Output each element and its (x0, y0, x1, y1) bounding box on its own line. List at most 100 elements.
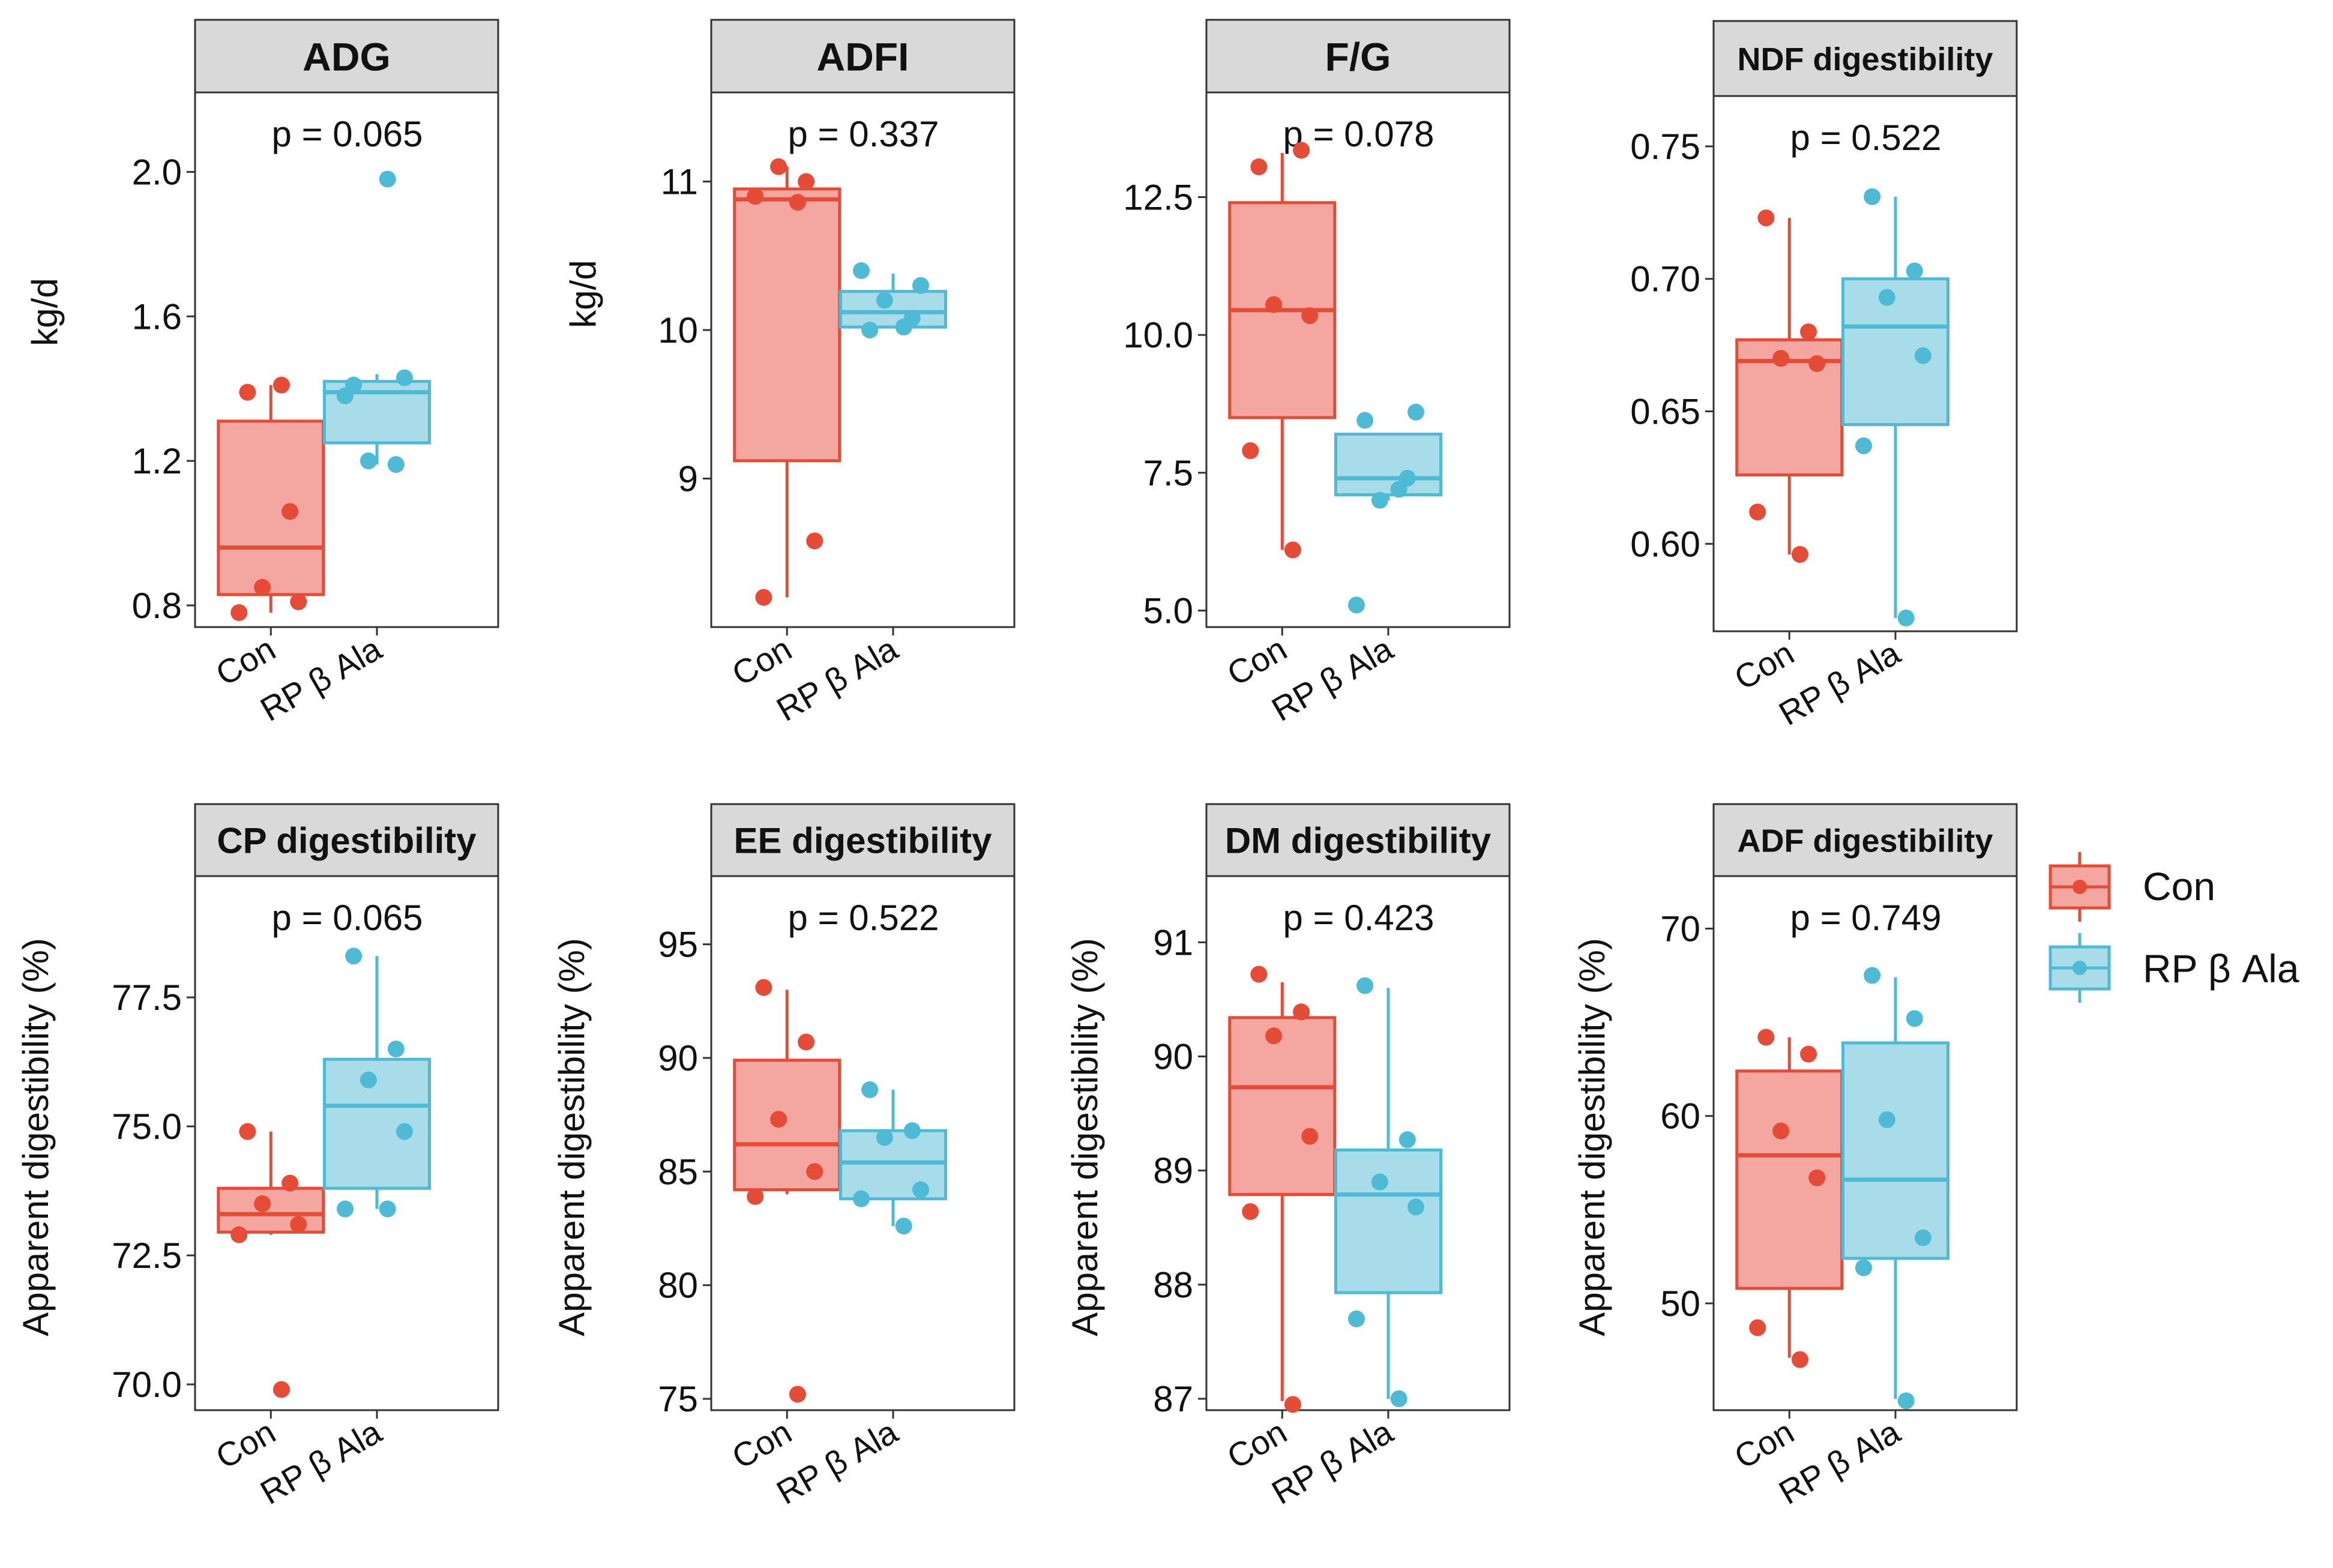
point-dm-digestibility-con-3 (1301, 1128, 1319, 1145)
point-dm-digestibility-con-0 (1250, 966, 1268, 983)
x-tick-label-adf-digestibility-rp-beta-ala: RP β Ala (1772, 1412, 1907, 1512)
y-tick-label-cp-digestibility-2: 75.0 (112, 1107, 182, 1147)
y-tick-label-adg-1: 1.2 (132, 441, 182, 481)
y-tick-label-ndf-digestibility-2: 0.70 (1630, 259, 1700, 299)
x-tick-label-adf-digestibility-con: Con (1728, 1413, 1800, 1476)
point-f-g-rp-beta-ala-2 (1371, 491, 1388, 509)
box-adg-con (217, 419, 325, 596)
point-f-g-rp-beta-ala-3 (1407, 403, 1424, 421)
y-axis-label-cp-digestibility: Apparent digestibility (%) (16, 938, 56, 1336)
x-tick-label-dm-digestibility-rp-beta-ala: RP β Ala (1265, 1412, 1400, 1512)
legend-con-point (2073, 880, 2087, 894)
point-ndf-digestibility-con-5 (1791, 545, 1808, 563)
legend-label-con: Con (2143, 864, 2215, 909)
point-ee-digestibility-con-2 (770, 1111, 787, 1128)
p-value-cp-digestibility: p = 0.065 (272, 898, 423, 938)
point-f-g-con-2 (1265, 296, 1283, 313)
y-tick-label-ee-digestibility-1: 80 (658, 1266, 698, 1306)
point-adf-digestibility-con-5 (1791, 1351, 1808, 1368)
x-tick-label-cp-digestibility-rp-beta-ala: RP β Ala (254, 1412, 388, 1512)
y-tick-label-dm-digestibility-3: 90 (1153, 1036, 1193, 1077)
strip-dm-digestibility (1205, 803, 1511, 877)
x-tick-label-cp-digestibility-con: Con (209, 1413, 281, 1476)
point-adf-digestibility-rp-beta-ala-0 (1864, 967, 1881, 984)
point-ndf-digestibility-con-3 (1808, 355, 1826, 372)
y-axis-label-adf-digestibility: Apparent digestibility (%) (1572, 938, 1612, 1336)
point-adg-rp-beta-ala-2 (360, 452, 377, 470)
strip-ndf-digestibility (1712, 20, 2018, 97)
y-tick-label-adfi-2: 11 (661, 162, 698, 202)
y-tick-label-ee-digestibility-4: 95 (658, 925, 698, 965)
x-tick-label-ee-digestibility-con: Con (726, 1413, 798, 1476)
point-adg-rp-beta-ala-4 (336, 387, 354, 404)
panel-title-ndf-digestibility: NDF digestibility (1737, 41, 1993, 77)
point-adf-digestibility-rp-beta-ala-5 (1897, 1392, 1915, 1410)
box-dm-digestibility-rp-beta-ala (1334, 1148, 1442, 1294)
box-cp-digestibility-con (217, 1186, 325, 1234)
p-value-dm-digestibility: p = 0.423 (1283, 898, 1434, 938)
point-ndf-digestibility-rp-beta-ala-1 (1906, 262, 1923, 280)
p-value-adg: p = 0.065 (272, 114, 423, 154)
panel-title-adg: ADG (303, 34, 391, 79)
panel-title-adf-digestibility: ADF digestibility (1737, 823, 1993, 859)
x-tick-label-f-g-rp-beta-ala: RP β Ala (1265, 629, 1400, 728)
point-adg-con-3 (290, 593, 307, 610)
y-tick-label-adg-0: 0.8 (132, 586, 182, 626)
point-ee-digestibility-con-5 (789, 1386, 806, 1403)
box-adfi-con (733, 187, 841, 463)
point-cp-digestibility-con-1 (281, 1174, 299, 1192)
point-cp-digestibility-rp-beta-ala-4 (336, 1200, 354, 1218)
point-ndf-digestibility-con-0 (1757, 209, 1775, 227)
y-tick-label-f-g-0: 5.0 (1143, 590, 1193, 631)
point-f-g-rp-beta-ala-5 (1390, 481, 1407, 498)
y-tick-label-dm-digestibility-4: 91 (1153, 922, 1193, 963)
y-tick-label-cp-digestibility-0: 70.0 (112, 1365, 182, 1405)
panel-ndf-digestibility: NDF digestibility p = 0.522 0.60 0.65 0.70 0.… (1630, 20, 2018, 733)
point-ndf-digestibility-con-4 (1749, 503, 1766, 521)
legend-item-rp-beta-ala: RP β Ala (2049, 933, 2299, 1003)
y-tick-label-f-g-2: 10.0 (1123, 315, 1193, 355)
point-dm-digestibility-con-4 (1242, 1203, 1259, 1221)
point-dm-digestibility-rp-beta-ala-1 (1398, 1131, 1416, 1149)
point-dm-digestibility-rp-beta-ala-0 (1356, 977, 1374, 994)
legend-label-rp-beta-ala: RP β Ala (2143, 946, 2299, 991)
point-adg-con-2 (254, 578, 271, 596)
panel-title-f-g: F/G (1325, 34, 1391, 79)
point-f-g-con-1 (1293, 142, 1310, 159)
y-axis-label-dm-digestibility: Apparent digestibility (%) (1065, 938, 1105, 1336)
point-adf-digestibility-rp-beta-ala-3 (1914, 1229, 1931, 1246)
x-tick-label-ndf-digestibility-rp-beta-ala: RP β Ala (1772, 633, 1907, 733)
strip-adf-digestibility (1712, 803, 2018, 877)
point-ndf-digestibility-rp-beta-ala-3 (1914, 347, 1931, 364)
p-value-ee-digestibility: p = 0.522 (788, 898, 939, 938)
point-adfi-rp-beta-ala-0 (861, 322, 879, 338)
y-tick-label-cp-digestibility-1: 72.5 (112, 1236, 182, 1276)
point-f-g-rp-beta-ala-0 (1356, 412, 1374, 429)
x-tick-label-dm-digestibility-con: Con (1221, 1413, 1293, 1476)
x-tick-label-f-g-con: Con (1221, 629, 1293, 693)
point-cp-digestibility-rp-beta-ala-0 (345, 948, 363, 965)
point-cp-digestibility-con-3 (290, 1216, 307, 1233)
box-f-g-rp-beta-ala (1334, 433, 1442, 497)
box-dm-digestibility-con (1228, 1016, 1337, 1197)
point-adfi-con-0 (755, 589, 772, 606)
point-adf-digestibility-con-4 (1749, 1319, 1766, 1336)
point-f-g-con-4 (1242, 442, 1259, 460)
point-adfi-rp-beta-ala-3 (912, 277, 929, 294)
point-adfi-con-5 (789, 194, 806, 211)
panel-title-ee-digestibility: EE digestibility (733, 821, 992, 861)
panel-ee-digestibility: EE digestibility p = 0.522 75 80 85 90 95 Appar… (552, 803, 1016, 1512)
y-axis-label-adg: kg/d (25, 278, 65, 346)
strip-adg (194, 19, 499, 94)
y-tick-label-adg-2: 1.6 (132, 296, 182, 337)
y-tick-label-adg-3: 2.0 (132, 152, 182, 192)
box-adf-digestibility-con (1735, 1069, 1844, 1290)
panel-title-dm-digestibility: DM digestibility (1225, 821, 1492, 861)
point-dm-digestibility-rp-beta-ala-3 (1407, 1198, 1424, 1216)
point-adf-digestibility-con-0 (1757, 1029, 1775, 1046)
y-axis-label-ee-digestibility: Apparent digestibility (%) (552, 938, 592, 1336)
point-cp-digestibility-rp-beta-ala-1 (387, 1041, 405, 1058)
